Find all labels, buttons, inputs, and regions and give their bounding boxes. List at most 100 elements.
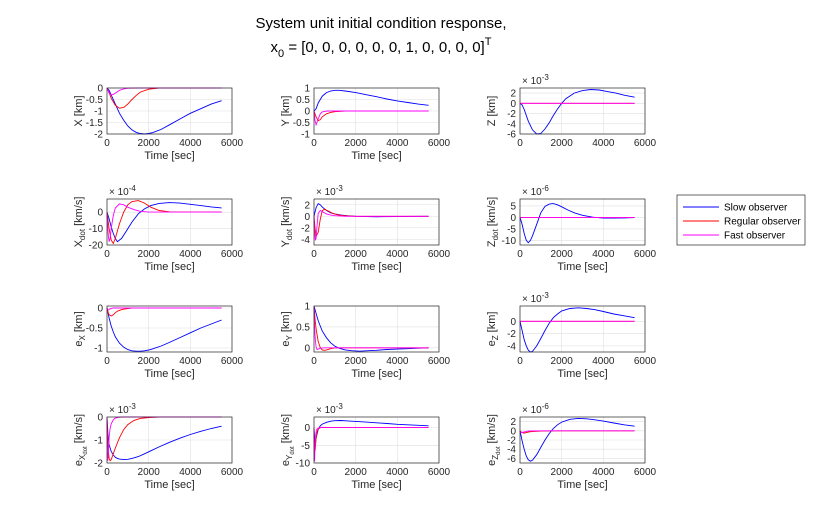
x-tick-label: 6000 [428, 356, 451, 367]
subplot-10: 0 2000 4000 6000 0 -1 -2 × 10-3 Time [sec] eXdot … [73, 402, 244, 491]
y-axis-label: eZdot [km/s] [486, 414, 502, 466]
x-tick-label: 0 [104, 356, 110, 367]
x-tick-label: 6000 [221, 138, 244, 149]
x-tick-label: 4000 [386, 467, 409, 478]
y-tick-label: -4 [301, 235, 310, 246]
x-axis-label: Time [sec] [144, 368, 194, 380]
y-axis-label: eY [km] [280, 311, 294, 346]
x-axis-label: Time [sec] [351, 479, 401, 491]
x-tick-label: 0 [517, 249, 523, 260]
y-tick-label: -6 [507, 130, 516, 141]
y-tick-label: 1 [304, 302, 310, 313]
y-tick-label: -1 [94, 344, 103, 355]
y-axis-label: eYdot [km/s] [280, 414, 296, 466]
subplot-11: 0 2000 4000 6000 0 -5 -10 × 10-3 Time [sec] eYdot… [280, 402, 451, 491]
x-tick-label: 4000 [179, 356, 202, 367]
axes-frame [313, 305, 440, 353]
series-line-3 [106, 203, 222, 242]
legend-label: Regular observer [724, 217, 801, 228]
y-tick-label: -1 [94, 107, 103, 118]
y-tick-label: -5 [301, 441, 310, 452]
y-tick-label: -2 [301, 223, 310, 234]
x-tick-label: 0 [517, 356, 523, 367]
plot-area [520, 306, 645, 352]
y-tick-label: -0.5 [293, 118, 311, 129]
series-line-1 [313, 305, 429, 352]
y-tick-label: -4 [507, 341, 516, 352]
x-tick-label: 6000 [428, 249, 451, 260]
y-tick-label: -2 [507, 329, 516, 340]
axes-frame [106, 87, 233, 135]
series-line-1 [106, 202, 222, 243]
x-tick-label: 2000 [551, 249, 574, 260]
x-tick-label: 0 [104, 249, 110, 260]
y-tick-label: 2 [510, 417, 516, 428]
y-tick-label: 0 [97, 84, 103, 95]
axes-frame [313, 198, 440, 246]
series-line-3 [106, 307, 222, 311]
y-axis-label: Y [km] [280, 96, 292, 127]
x-tick-label: 6000 [634, 467, 657, 478]
y-tick-label: -6 [507, 454, 516, 465]
y-tick-label: 0 [304, 212, 310, 223]
plot-area [520, 199, 645, 245]
x-tick-label: 6000 [634, 138, 657, 149]
y-tick-label: 0 [510, 317, 516, 328]
series-line-1 [106, 416, 222, 461]
x-axis-label: Time [sec] [557, 479, 607, 491]
title-sup: T [485, 36, 492, 48]
y-tick-label: 0 [304, 343, 310, 354]
y-tick-label: -0.5 [86, 95, 104, 106]
y-tick-label: 0 [304, 107, 310, 118]
y-tick-label: -1.5 [86, 118, 104, 129]
x-tick-label: 2000 [345, 249, 368, 260]
y-tick-label: 0 [510, 426, 516, 437]
y-axis-label: Ydot [km/s] [280, 197, 294, 248]
series-line-1 [313, 89, 429, 112]
axes-frame [519, 87, 646, 135]
y-tick-label: 0 [510, 99, 516, 110]
y-tick-label: 0 [304, 423, 310, 434]
axes-frame [313, 87, 440, 135]
x-tick-label: 0 [104, 138, 110, 149]
series-line-1 [519, 307, 635, 353]
y-tick-label: -4 [507, 445, 516, 456]
y-axis-label: X [km] [73, 95, 85, 126]
y-tick-label: -10 [502, 236, 517, 247]
y-tick-label: 2 [510, 89, 516, 100]
axes-frame [106, 416, 233, 464]
x-tick-label: 4000 [179, 467, 202, 478]
y-tick-label: -10 [296, 459, 311, 470]
y-tick-label: -2 [94, 130, 103, 141]
x-tick-label: 0 [311, 356, 317, 367]
y-exponent-label: × 10-3 [522, 73, 549, 87]
y-tick-label: -4 [507, 119, 516, 130]
x-axis-label: Time [sec] [351, 261, 401, 273]
axes-frame [519, 198, 646, 246]
x-tick-label: 4000 [386, 249, 409, 260]
x-tick-label: 6000 [221, 249, 244, 260]
x-tick-label: 4000 [386, 138, 409, 149]
axes-frame [313, 416, 440, 464]
x-tick-label: 6000 [634, 356, 657, 367]
x-tick-label: 2000 [345, 467, 368, 478]
x-tick-label: 4000 [386, 356, 409, 367]
y-tick-label: 0 [510, 213, 516, 224]
figure-title-line1: System unit initial condition response, [256, 15, 507, 32]
series-line-1 [106, 307, 222, 352]
y-tick-label: 2 [304, 200, 310, 211]
y-exponent-label: × 10-6 [522, 184, 549, 198]
y-tick-label: 1 [304, 84, 310, 95]
y-tick-label: -1 [301, 130, 310, 141]
plot-area [107, 306, 232, 352]
x-axis-label: Time [sec] [144, 479, 194, 491]
x-tick-label: 2000 [345, 356, 368, 367]
y-exponent-label: × 10-4 [109, 184, 136, 198]
series-line-3 [313, 209, 429, 241]
x-tick-label: 2000 [551, 356, 574, 367]
legend-box [676, 194, 806, 246]
